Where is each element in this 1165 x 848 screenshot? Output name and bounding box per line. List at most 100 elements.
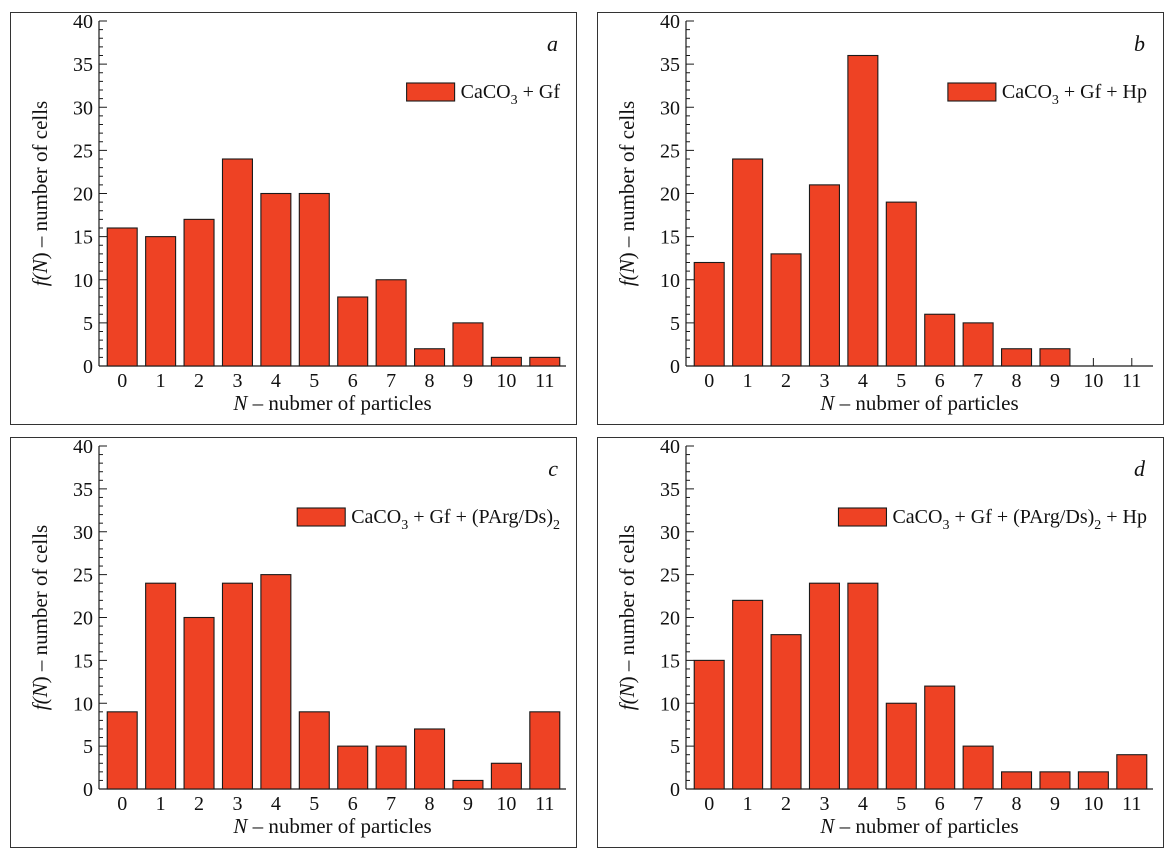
bar-11 <box>1116 754 1148 790</box>
x-tick-label: 6 <box>935 370 945 392</box>
y-tick-label: 40 <box>660 13 680 33</box>
bar-7 <box>962 322 994 367</box>
x-axis-label: N – nubmer of particles <box>819 391 1018 415</box>
legend-label: CaCO3 + Gf + Hp <box>1002 81 1147 108</box>
y-tick-label: 10 <box>660 270 680 292</box>
bar-7 <box>962 745 994 790</box>
bar-1 <box>145 582 177 790</box>
bar-3 <box>808 582 840 790</box>
y-tick-label: 0 <box>670 779 680 801</box>
y-tick-label: 15 <box>660 650 680 672</box>
y-tick-label: 25 <box>73 565 93 587</box>
chart-panel-c: 0 5 10 15 20 25 30 35 40 0 1 2 3 4 5 6 7 8 9 10 11 N – nubmer… <box>10 437 577 848</box>
bar-10 <box>490 762 522 790</box>
y-tick-label: 15 <box>73 650 93 672</box>
y-tick-label: 25 <box>73 140 93 162</box>
bar-11 <box>529 356 561 367</box>
x-tick-label: 7 <box>386 370 396 392</box>
bar-chart-c: 0 5 10 15 20 25 30 35 40 0 1 2 3 4 5 6 7 8 9 10 11 N – nubmer… <box>28 438 566 838</box>
y-axis-label: f(N) – number of cells <box>28 101 52 286</box>
bar-6 <box>337 296 369 367</box>
panel-letter: a <box>547 31 558 56</box>
x-tick-label: 11 <box>535 370 554 392</box>
bar-9 <box>1039 771 1071 790</box>
y-axis-label: f(N) – number of cells <box>28 525 52 710</box>
bar-8 <box>414 348 446 367</box>
y-tick-label: 5 <box>83 313 93 335</box>
panel-letter: b <box>1134 31 1145 56</box>
panel-letter: d <box>1134 456 1146 481</box>
x-tick-label: 2 <box>194 370 204 392</box>
y-axis-label: f(N) – number of cells <box>615 101 639 286</box>
x-tick-label: 10 <box>496 370 516 392</box>
y-tick-label: 30 <box>73 522 93 544</box>
x-tick-label: 2 <box>781 793 791 815</box>
x-tick-label: 0 <box>117 370 127 392</box>
bar-0 <box>106 227 138 367</box>
y-tick-label: 15 <box>73 227 93 249</box>
x-tick-label: 2 <box>781 370 791 392</box>
x-axis-label: N – nubmer of particles <box>819 814 1018 838</box>
x-tick-label: 1 <box>743 370 753 392</box>
y-tick-label: 40 <box>73 438 93 458</box>
legend-label: CaCO3 + Gf <box>461 81 561 108</box>
y-tick-label: 35 <box>660 479 680 501</box>
x-tick-label: 7 <box>386 793 396 815</box>
x-tick-label: 1 <box>156 370 166 392</box>
y-tick-label: 5 <box>670 313 680 335</box>
bar-7 <box>375 745 407 790</box>
bar-5 <box>298 192 330 367</box>
y-tick-label: 30 <box>73 97 93 119</box>
y-tick-label: 10 <box>660 693 680 715</box>
x-tick-label: 6 <box>348 793 358 815</box>
legend: CaCO3 + Gf + (PArg/Ds)2 + Hp <box>837 506 1147 533</box>
x-tick-label: 11 <box>535 793 554 815</box>
bar-3 <box>221 158 253 367</box>
x-tick-label: 10 <box>1083 793 1103 815</box>
x-tick-label: 3 <box>232 370 242 392</box>
legend: CaCO3 + Gf + (PArg/Ds)2 <box>296 506 560 533</box>
legend-swatch <box>947 82 997 102</box>
axes <box>98 445 566 790</box>
x-tick-label: 10 <box>1083 370 1103 392</box>
y-tick-label: 10 <box>73 693 93 715</box>
bar-4 <box>847 582 879 790</box>
y-tick-label: 20 <box>660 608 680 630</box>
x-tick-label: 8 <box>425 370 435 392</box>
bar-1 <box>732 158 764 367</box>
x-tick-label: 1 <box>743 793 753 815</box>
y-tick-label: 15 <box>660 227 680 249</box>
x-tick-label: 9 <box>1050 793 1060 815</box>
bar-chart-d: 0 5 10 15 20 25 30 35 40 0 1 2 3 4 5 6 7 8 9 10 11 N – nubmer… <box>615 438 1153 838</box>
x-tick-label: 4 <box>271 793 281 815</box>
y-tick-label: 0 <box>83 779 93 801</box>
legend-swatch <box>406 82 456 102</box>
bar-3 <box>221 582 253 790</box>
bar-0 <box>693 659 725 790</box>
x-tick-label: 7 <box>973 793 983 815</box>
y-tick-label: 35 <box>73 479 93 501</box>
bar-5 <box>885 201 917 367</box>
x-tick-label: 6 <box>935 793 945 815</box>
x-tick-label: 3 <box>232 793 242 815</box>
y-tick-label: 30 <box>660 522 680 544</box>
bar-2 <box>183 616 215 790</box>
x-tick-label: 5 <box>896 793 906 815</box>
bar-6 <box>337 745 369 790</box>
x-tick-label: 9 <box>463 370 473 392</box>
bar-8 <box>1001 348 1033 367</box>
bar-chart-a: 0 5 10 15 20 25 30 35 40 0 1 2 3 4 5 6 7 8 9 10 11 N – nubmer… <box>28 13 566 415</box>
x-tick-label: 9 <box>463 793 473 815</box>
x-tick-label: 5 <box>309 793 319 815</box>
bar-0 <box>693 261 725 367</box>
x-tick-label: 8 <box>1012 370 1022 392</box>
x-tick-label: 11 <box>1122 793 1141 815</box>
bar-9 <box>1039 348 1071 367</box>
bar-10 <box>1077 771 1109 790</box>
x-tick-label: 4 <box>271 370 281 392</box>
y-tick-label: 40 <box>73 13 93 33</box>
legend: CaCO3 + Gf + Hp <box>947 81 1147 108</box>
y-tick-label: 30 <box>660 97 680 119</box>
x-tick-label: 4 <box>858 370 868 392</box>
y-tick-label: 5 <box>83 736 93 758</box>
